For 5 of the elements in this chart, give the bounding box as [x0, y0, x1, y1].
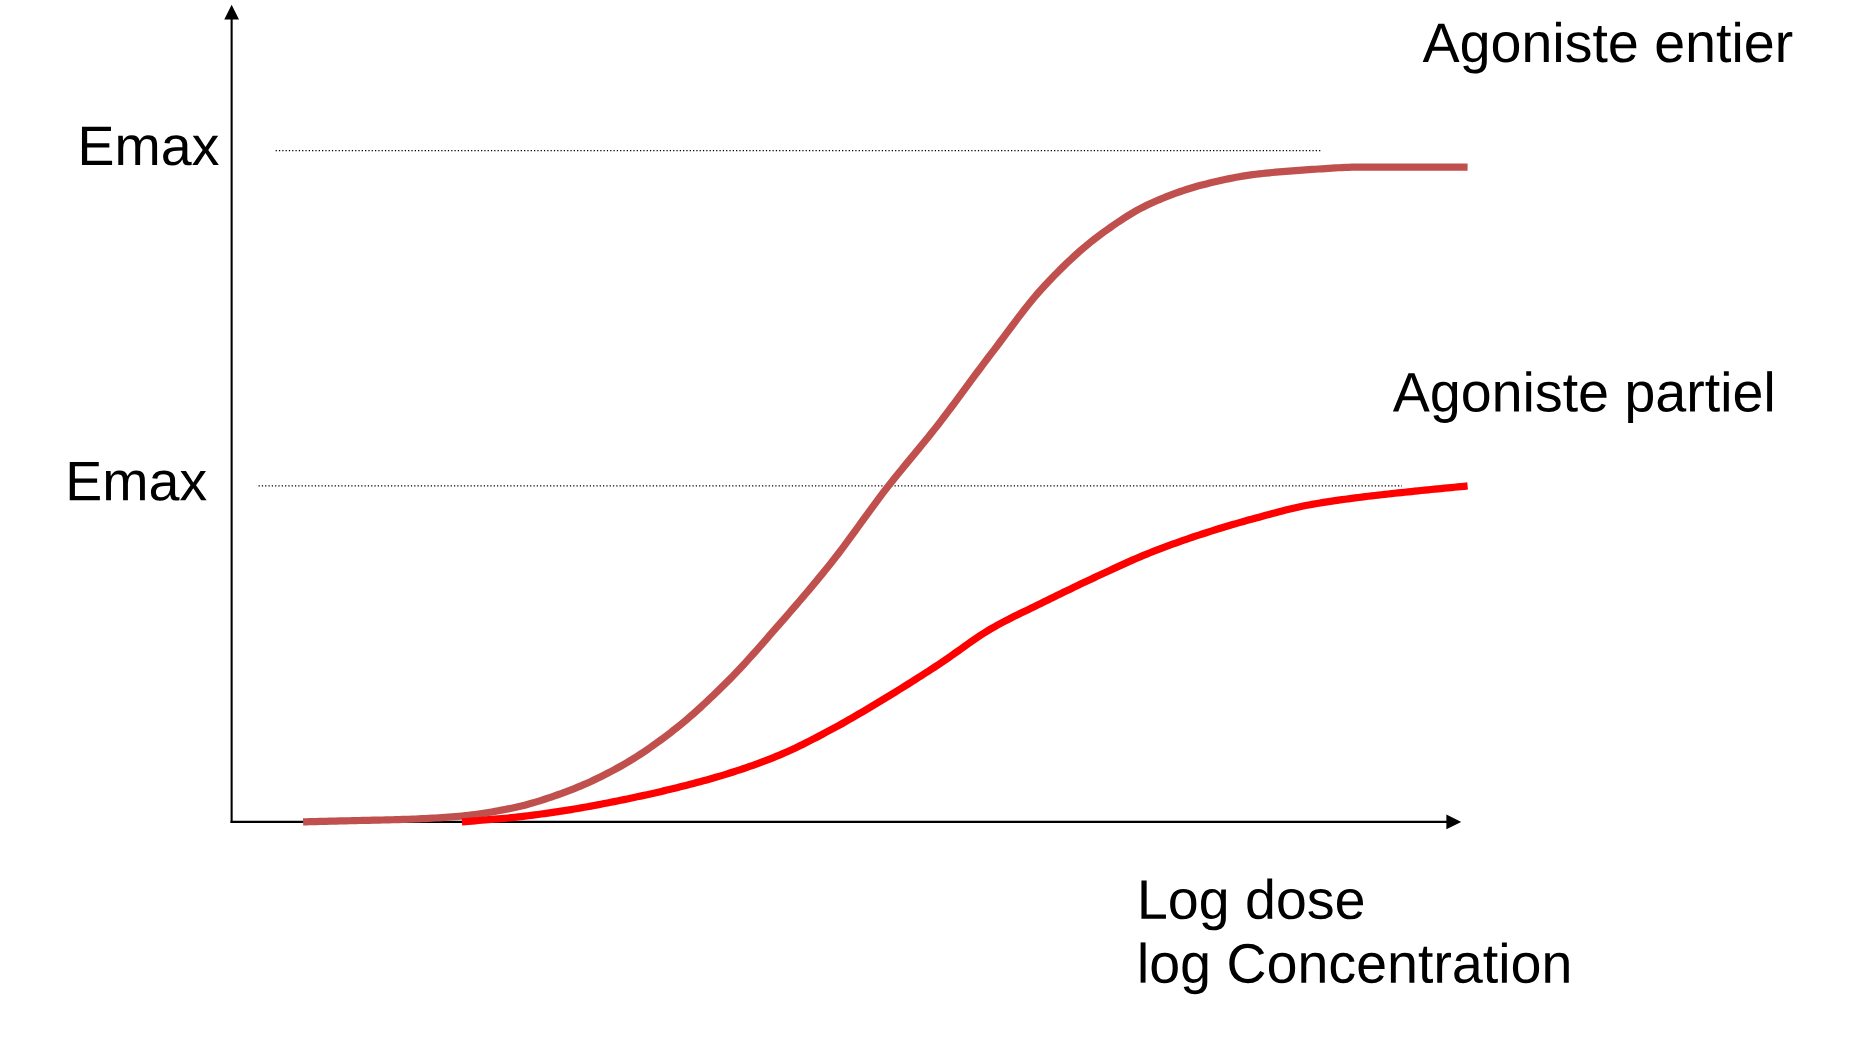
x-axis-title: Log dose log Concentration [1140, 878, 1569, 995]
series-label: Agoniste partiel [1392, 371, 1773, 423]
ref-line-label: Emax [69, 462, 207, 501]
series-label: Agoniste entier [1422, 21, 1793, 74]
ref-line-label: Emax [81, 126, 219, 166]
